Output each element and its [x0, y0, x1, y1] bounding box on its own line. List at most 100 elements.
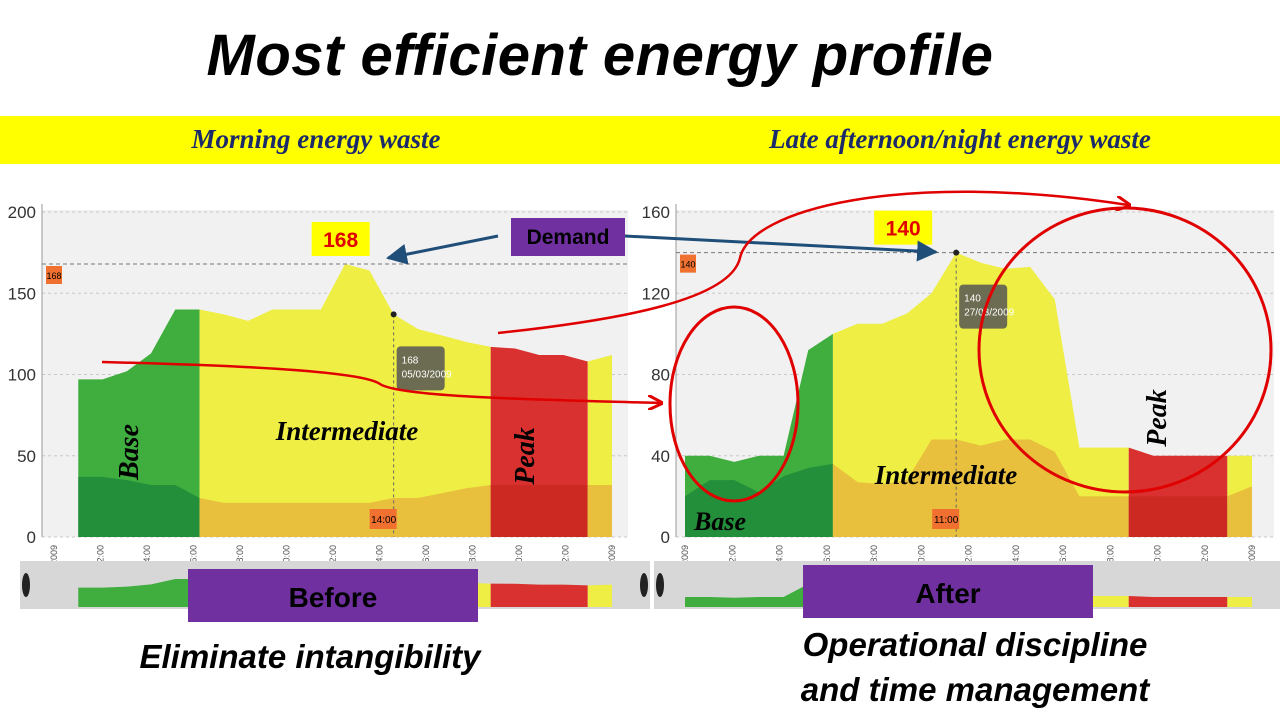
after-demand-tag: 140 [680, 260, 695, 270]
before-band-peak-lower [490, 485, 588, 537]
afternoon-waste-label: Late afternoon/night energy waste [769, 124, 1151, 154]
before-band-intermediate-lower [587, 485, 612, 537]
before-x-tick: 22:00 [561, 545, 571, 568]
after-label: After [915, 578, 980, 609]
before-peak-label: Peak [510, 427, 541, 486]
before-tooltip-date: 05/03/2009 [402, 369, 452, 380]
before-band-intermediate-upper [199, 264, 491, 537]
before-y-tick: 0 [27, 528, 36, 547]
after-intermediate-label: Intermediate [874, 460, 1018, 490]
before-time-tag: 14:00 [371, 515, 396, 526]
before-time-tag-bg [369, 509, 397, 529]
title-band [0, 116, 1280, 164]
before-x-tick: 20:00 [514, 545, 524, 568]
chart-before: 05010015020016816805/03/200914:0016805/0… [8, 203, 650, 609]
after-y-tick: 80 [651, 366, 670, 385]
after-x-tick: 20:00 [1153, 545, 1163, 568]
after-peak-point [953, 249, 960, 256]
after-y-tick: 120 [642, 284, 670, 303]
before-x-tick: 16:00 [421, 545, 431, 568]
after-x-tick: 10:00 [916, 545, 926, 568]
after-band-base-lower [685, 463, 833, 537]
caption-eliminate-intangibility: Eliminate intangibility [139, 638, 481, 675]
before-intermediate-label: Intermediate [275, 416, 419, 446]
before-x-tick: 06:00 [189, 545, 199, 568]
annotation-overlays: Base Intermediate Peak Base Intermediate Peak… [101, 190, 1273, 622]
after-navigator-band [685, 582, 833, 607]
before-peak-point [390, 311, 397, 318]
before-base-label: Base [114, 424, 145, 481]
before-demand-tag: 168 [46, 271, 61, 281]
after-band-intermediate-lower [832, 439, 1129, 537]
before-x-tick: 12:00 [328, 545, 338, 568]
after-demand-value: 140 [886, 218, 921, 241]
before-label: Before [289, 582, 378, 613]
after-x-tick: 16:00 [1058, 545, 1068, 568]
morning-waste-label: Morning energy waste [191, 124, 441, 154]
after-navigator-band [1227, 597, 1252, 607]
before-demand-tag-bg [46, 266, 62, 284]
after-tooltip-date: 27/03/2009 [964, 308, 1014, 319]
caption-line-2: and time management [800, 671, 1150, 708]
demand-arrow-right [624, 234, 939, 262]
peak-waste-circle [977, 206, 1273, 494]
after-x-tick: 12:00 [964, 545, 974, 568]
before-x-tick: 10:00 [282, 545, 292, 568]
before-band-intermediate-lower [199, 485, 491, 537]
after-tooltip-value: 140 [964, 294, 981, 305]
after-x-tick: 06:00 [822, 545, 832, 568]
after-y-tick: 0 [661, 528, 670, 547]
after-navigator-band [1128, 596, 1228, 607]
after-y-tick: 160 [642, 203, 670, 222]
before-y-tick: 50 [17, 447, 36, 466]
after-navigator-left-handle[interactable] [656, 573, 664, 597]
morning-waste-arrow [101, 360, 660, 403]
before-y-tick: 150 [8, 284, 36, 303]
after-time-tag: 11:00 [934, 515, 959, 526]
before-y-tick: 200 [8, 203, 36, 222]
before-navigator-left-handle[interactable] [22, 573, 30, 597]
after-x-tick: 18:00 [1105, 545, 1115, 568]
main-title: Most efficient energy profile [206, 23, 994, 88]
before-navigator-band [490, 583, 588, 607]
before-x-tick: 18:00 [468, 545, 478, 568]
before-navigator-right-handle[interactable] [640, 573, 648, 597]
after-x-tick: 02:00 [727, 545, 737, 568]
before-label-bg [188, 569, 478, 622]
before-x-tick: 02:00 [96, 545, 106, 568]
demand-label-bg [511, 218, 625, 256]
demand-label: Demand [527, 226, 610, 249]
before-band-base-lower [78, 476, 200, 537]
after-label-bg [803, 565, 1093, 618]
before-x-tick: 08:00 [235, 545, 245, 568]
after-base-label: Base [693, 507, 746, 536]
after-demand-value-bg [874, 210, 933, 245]
after-y-tick: 40 [651, 447, 670, 466]
chart-after: 0408012016014014027/03/200911:0014027/03… [642, 203, 1280, 609]
night-waste-arrow [497, 190, 1128, 335]
before-x-tick: 14:00 [375, 545, 385, 568]
after-demand-tag-bg [680, 254, 696, 273]
after-x-tick: 08:00 [869, 545, 879, 568]
after-peak-label: Peak [1142, 389, 1173, 448]
caption-line-1: Operational discipline [802, 626, 1148, 663]
after-time-tag-bg [932, 509, 960, 529]
before-x-tick: 04:00 [142, 545, 152, 568]
base-waste-circle [668, 305, 800, 503]
before-navigator-band [78, 579, 200, 607]
demand-arrow-left [385, 234, 499, 265]
after-x-tick: 14:00 [1011, 545, 1021, 568]
after-tooltip [959, 284, 1008, 329]
before-navigator-band [587, 584, 612, 607]
before-tooltip-value: 168 [402, 355, 419, 366]
after-band-intermediate-lower [1227, 486, 1252, 537]
before-y-tick: 100 [8, 366, 36, 385]
before-demand-value: 168 [323, 229, 358, 252]
before-demand-value-bg [311, 222, 370, 256]
after-x-tick: 22:00 [1200, 545, 1210, 568]
after-x-tick: 04:00 [775, 545, 785, 568]
before-tooltip [396, 346, 445, 391]
caption-operational-discipline: Operational discipline and time manageme… [745, 622, 1205, 712]
after-band-peak-lower [1128, 496, 1228, 537]
